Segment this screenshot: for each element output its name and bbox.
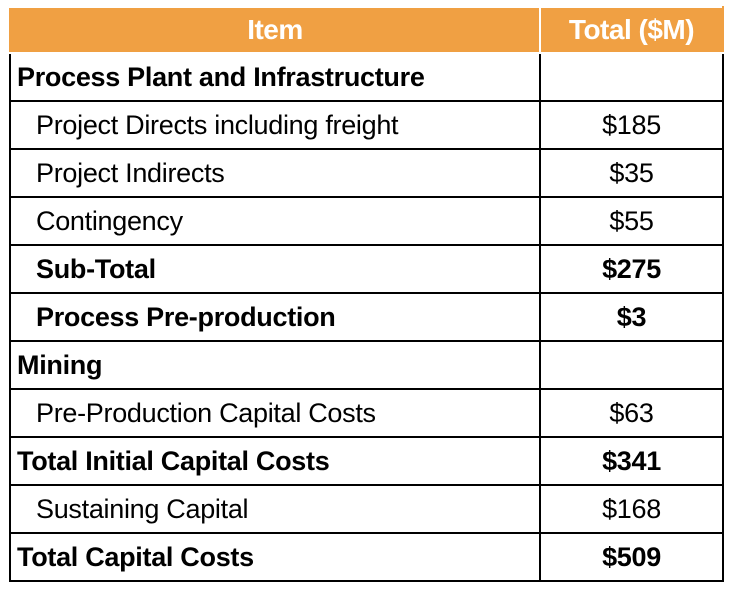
row-total: $63 [539, 388, 724, 438]
row-item: Process Pre-production [9, 292, 541, 342]
row-item: Total Initial Capital Costs [9, 436, 541, 486]
table-row: Process Pre-production $3 [9, 292, 724, 342]
table-row: Pre-Production Capital Costs $63 [9, 388, 724, 438]
row-total: $55 [539, 196, 724, 246]
header-total: Total ($M) [539, 6, 724, 54]
table-row: Total Initial Capital Costs $341 [9, 436, 724, 486]
row-item: Total Capital Costs [9, 532, 541, 582]
row-total [539, 340, 724, 390]
row-item: Sustaining Capital [9, 484, 541, 534]
table-row: Total Capital Costs $509 [9, 532, 724, 582]
table-row: Contingency $55 [9, 196, 724, 246]
row-total: $341 [539, 436, 724, 486]
table-row: Sub-Total $275 [9, 244, 724, 294]
table-row: Project Directs including freight $185 [9, 100, 724, 150]
table-header-row: Item Total ($M) [9, 6, 724, 54]
row-total: $509 [539, 532, 724, 582]
row-item: Project Directs including freight [9, 100, 541, 150]
row-total: $185 [539, 100, 724, 150]
capital-cost-table: Item Total ($M) Process Plant and Infras… [9, 6, 724, 582]
header-item: Item [9, 6, 541, 54]
row-item: Mining [9, 340, 541, 390]
row-total: $3 [539, 292, 724, 342]
table-row: Process Plant and Infrastructure [9, 52, 724, 102]
row-item: Project Indirects [9, 148, 541, 198]
row-total: $35 [539, 148, 724, 198]
table-row: Mining [9, 340, 724, 390]
table-row: Sustaining Capital $168 [9, 484, 724, 534]
row-item: Contingency [9, 196, 541, 246]
row-item: Pre-Production Capital Costs [9, 388, 541, 438]
row-item: Sub-Total [9, 244, 541, 294]
table-row: Project Indirects $35 [9, 148, 724, 198]
row-total: $275 [539, 244, 724, 294]
row-total [539, 52, 724, 102]
row-total: $168 [539, 484, 724, 534]
row-item: Process Plant and Infrastructure [9, 52, 541, 102]
